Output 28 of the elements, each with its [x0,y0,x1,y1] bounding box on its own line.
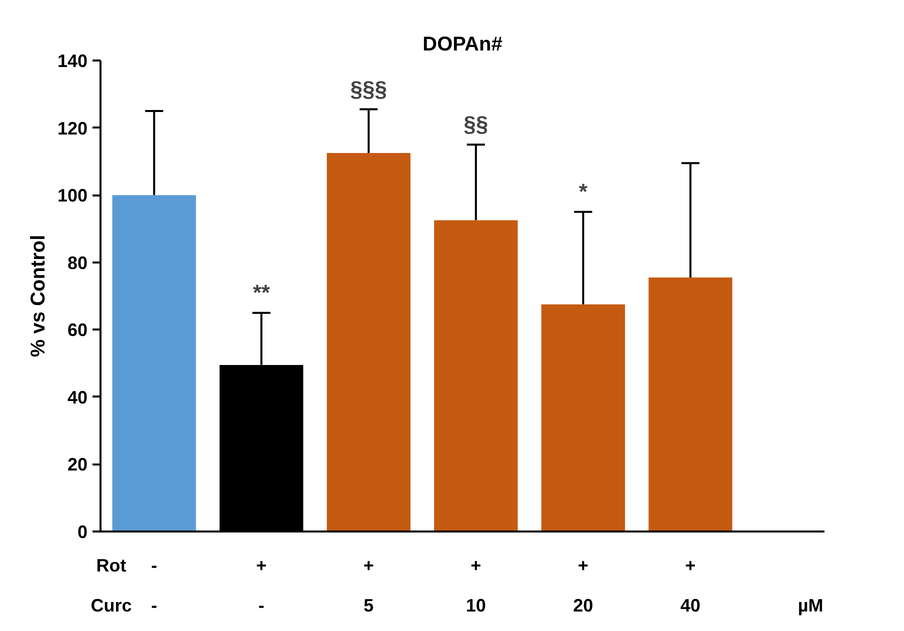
y-axis-title: % vs Control [27,234,50,358]
bar [434,220,518,532]
x-tick-label: - - [151,556,158,616]
text: Curc [90,596,132,616]
text: µM [798,596,824,616]
annotation: §§§ [350,76,388,102]
y-tick-label: 60 [67,320,88,340]
annotation: ** [252,280,270,305]
y-tick-label: 40 [67,387,88,408]
chart-title: DOPAn# [422,34,502,56]
x-tick-label: + 20 [573,556,594,616]
x-tick-label: + 40 [680,556,700,616]
annotation: §§ [464,112,488,137]
bar [112,195,196,532]
y-tick-label: 140 [57,51,88,71]
y-tick-label: 100 [57,186,88,206]
y-tick-label: 20 [67,454,88,475]
y-tick-label: 120 [57,118,88,138]
bar [648,277,732,532]
x-tick-label: + 10 [466,556,486,616]
x-tick-label: + 5 [363,556,374,616]
y-tick-label: 80 [67,252,88,273]
x-tick-label: + - [256,556,267,616]
bar [326,153,410,532]
y-tick-label: 0 [77,522,88,542]
annotation: * [578,178,588,204]
text: Rot [96,556,126,576]
bar [541,304,625,532]
